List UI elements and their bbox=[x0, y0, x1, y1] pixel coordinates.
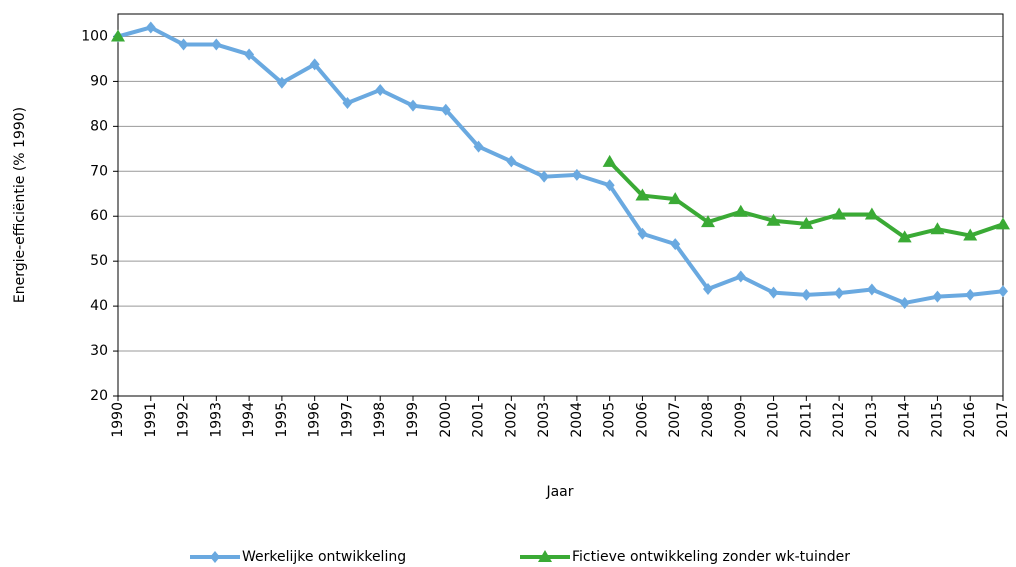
y-tick-label: 100 bbox=[81, 28, 108, 44]
x-tick-label: 1991 bbox=[143, 402, 159, 438]
data-point bbox=[899, 296, 910, 309]
data-point bbox=[965, 288, 976, 301]
data-point bbox=[801, 288, 812, 301]
x-tick-label: 1995 bbox=[274, 402, 290, 438]
x-tick-label: 1999 bbox=[405, 402, 421, 438]
legend-marker bbox=[210, 551, 220, 563]
x-tick-label: 2012 bbox=[831, 402, 847, 438]
y-tick-label: 50 bbox=[90, 253, 108, 269]
x-tick-label: 2007 bbox=[667, 402, 683, 438]
data-point bbox=[145, 21, 156, 34]
y-tick-label: 30 bbox=[90, 343, 108, 359]
data-point bbox=[408, 99, 418, 112]
x-tick-label: 2002 bbox=[503, 402, 519, 438]
y-tick-label: 80 bbox=[90, 118, 108, 134]
x-tick-label: 2017 bbox=[995, 402, 1011, 438]
data-point bbox=[701, 215, 715, 228]
x-tick-label: 2009 bbox=[733, 402, 749, 438]
x-tick-label: 2000 bbox=[438, 402, 454, 438]
series-line bbox=[117, 25, 1004, 305]
legend-label: Werkelijke ontwikkeling bbox=[242, 549, 406, 565]
x-tick-label: 1990 bbox=[110, 402, 126, 438]
data-point bbox=[309, 58, 320, 71]
data-point bbox=[670, 238, 681, 251]
x-axis-label: Jaar bbox=[545, 484, 573, 500]
data-point bbox=[637, 227, 648, 240]
data-point bbox=[276, 76, 287, 89]
data-point bbox=[342, 96, 353, 109]
x-tick-label: 2014 bbox=[897, 402, 913, 438]
data-point bbox=[799, 216, 814, 229]
x-tick-label: 1996 bbox=[307, 402, 323, 438]
data-point bbox=[832, 207, 847, 220]
data-point bbox=[473, 140, 484, 153]
data-point bbox=[930, 222, 945, 235]
data-point bbox=[244, 48, 255, 61]
x-tick-label: 2010 bbox=[766, 402, 782, 438]
data-point bbox=[996, 217, 1010, 230]
data-point bbox=[866, 283, 877, 296]
y-tick-label: 90 bbox=[90, 73, 108, 89]
x-tick-label: 2004 bbox=[569, 402, 585, 438]
data-point bbox=[998, 285, 1008, 298]
plot-frame bbox=[117, 13, 1004, 397]
x-tick-label: 2003 bbox=[536, 402, 552, 438]
legend-marker bbox=[538, 550, 552, 562]
data-point bbox=[735, 270, 746, 283]
x-tick-label: 2008 bbox=[700, 402, 716, 438]
y-tick-label: 70 bbox=[90, 163, 108, 179]
data-point bbox=[768, 286, 779, 299]
data-point bbox=[178, 38, 189, 51]
x-tick-label: 2011 bbox=[798, 402, 814, 438]
x-tick-label: 2005 bbox=[602, 402, 618, 438]
data-point bbox=[602, 154, 617, 167]
data-point bbox=[506, 155, 517, 168]
y-tick-label: 40 bbox=[90, 298, 108, 314]
data-point bbox=[963, 228, 978, 241]
x-tick-label: 1993 bbox=[208, 402, 224, 438]
data-point bbox=[635, 188, 650, 201]
x-tick-label: 2016 bbox=[962, 402, 978, 438]
data-point bbox=[932, 290, 943, 303]
data-point bbox=[668, 192, 683, 205]
x-tick-label: 2015 bbox=[929, 402, 945, 438]
data-point bbox=[733, 204, 748, 217]
y-tick-label: 20 bbox=[90, 388, 108, 404]
x-tick-label: 1997 bbox=[339, 402, 355, 438]
data-point bbox=[571, 168, 582, 181]
x-tick-label: 2013 bbox=[864, 402, 880, 438]
data-point bbox=[440, 103, 451, 116]
x-tick-label: 1994 bbox=[241, 402, 257, 438]
data-point bbox=[375, 83, 386, 96]
data-point bbox=[864, 207, 879, 220]
y-axis-label: Energie-efficiëntie (% 1990) bbox=[12, 107, 28, 303]
x-tick-label: 2001 bbox=[471, 402, 487, 438]
data-point bbox=[604, 179, 615, 192]
data-point bbox=[834, 287, 845, 300]
data-point bbox=[897, 230, 912, 243]
data-point bbox=[111, 29, 125, 42]
x-tick-label: 1992 bbox=[176, 402, 192, 438]
y-tick-label: 60 bbox=[90, 208, 108, 224]
x-tick-label: 1998 bbox=[372, 402, 388, 438]
data-point bbox=[703, 283, 713, 296]
data-point bbox=[211, 38, 222, 51]
data-point bbox=[539, 170, 550, 183]
legend-label: Fictieve ontwikkeling zonder wk-tuinder bbox=[572, 549, 850, 565]
data-point bbox=[766, 213, 781, 226]
x-tick-label: 2006 bbox=[634, 402, 650, 438]
